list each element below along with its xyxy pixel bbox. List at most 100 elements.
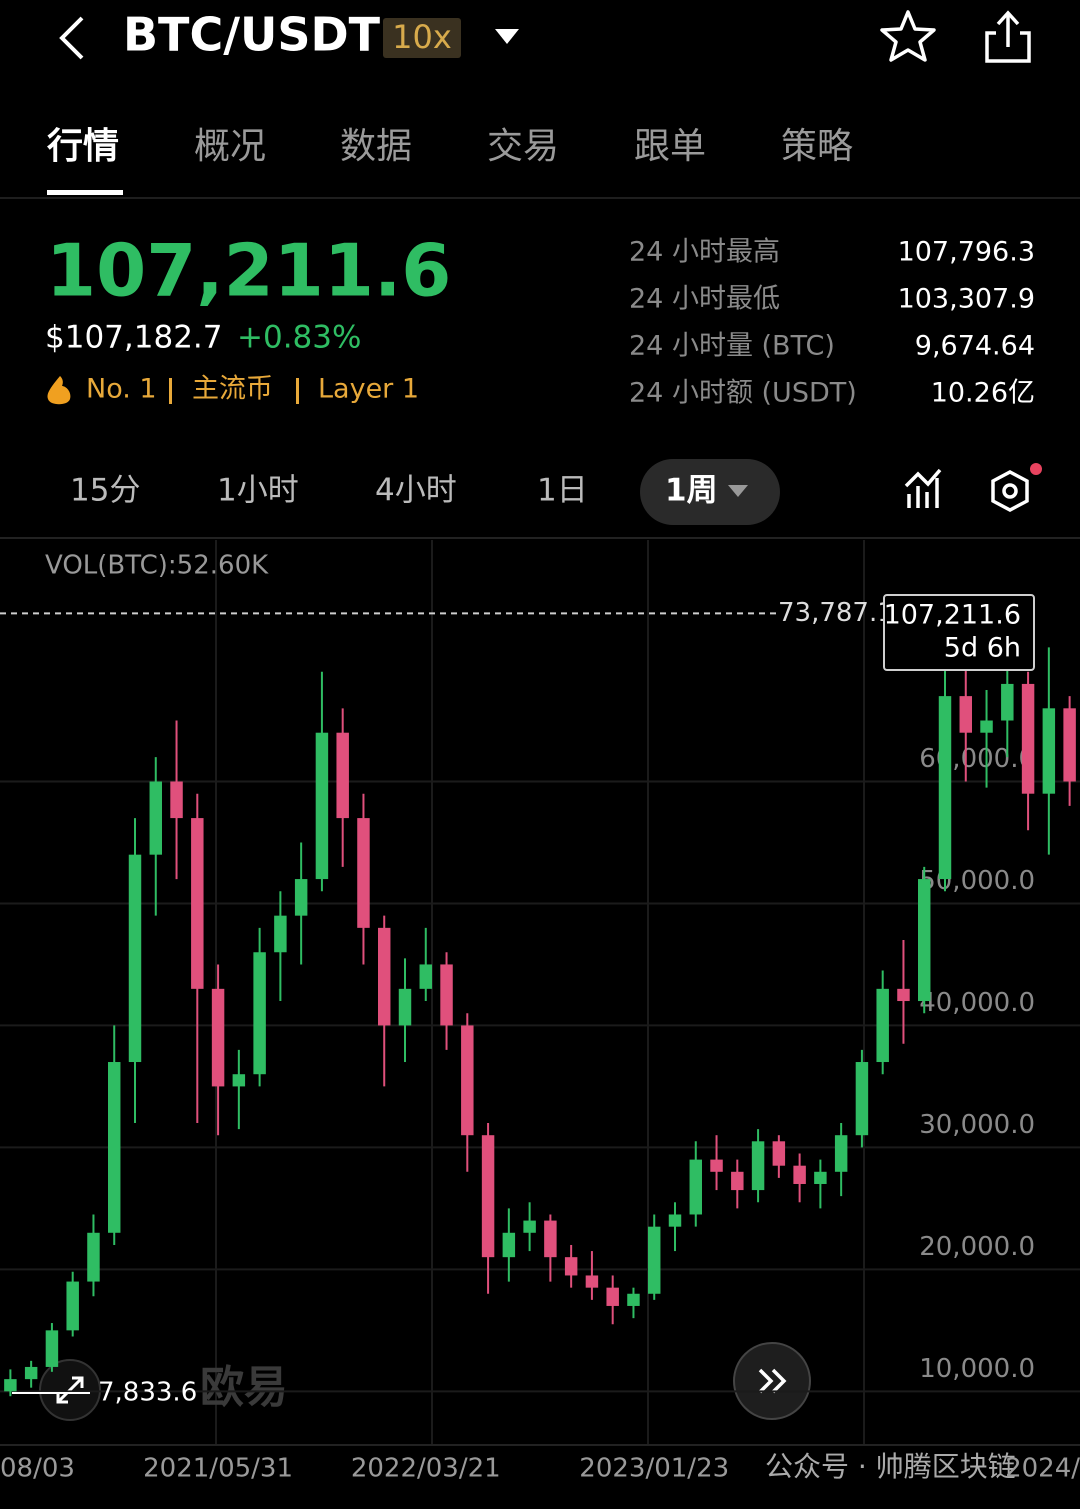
candle-body [128, 854, 142, 1063]
interval-dropdown[interactable] [728, 485, 748, 497]
x-tick-label: 2023/01/23 [579, 1454, 729, 1484]
candle-body [627, 1293, 640, 1306]
tab[interactable]: 概况 [194, 126, 266, 167]
candle-body [1021, 683, 1035, 794]
candle-body [461, 1025, 474, 1136]
price-tag-countdown: 5d 6h [944, 633, 1021, 664]
settings-button[interactable] [991, 463, 1042, 512]
candle-body [648, 1226, 661, 1294]
candle-body [1042, 708, 1056, 794]
last-price: 107,211.6 [46, 229, 451, 313]
interval[interactable]: 1日 [537, 473, 588, 509]
price-change: +0.83% [237, 320, 361, 356]
x-tick-label: 2021/05/31 [143, 1454, 293, 1484]
candle-body [87, 1232, 100, 1282]
y-tick-label: 10,000.0 [919, 1354, 1035, 1384]
price-tag-box [883, 594, 1035, 671]
candle-body [149, 781, 162, 855]
candle-body [876, 988, 889, 1063]
indicator-button[interactable] [904, 468, 942, 508]
candle-body [294, 879, 308, 916]
candle-body [564, 1257, 578, 1276]
candle-body [440, 964, 453, 1026]
candle-body [834, 1135, 848, 1172]
volume-label: VOL(BTC):52.60K [45, 551, 269, 581]
candle-body [502, 1232, 516, 1258]
stat-label: 24 小时最低 [629, 284, 780, 315]
favorite-button[interactable] [880, 10, 936, 62]
candle-body [253, 952, 266, 1075]
tab[interactable]: 行情 [47, 126, 119, 167]
x-tick-label: 2024/ [1005, 1454, 1080, 1484]
candle-body [357, 818, 370, 928]
stat-value: 103,307.9 [898, 284, 1035, 315]
price-tag-label: 107,211.6 [884, 600, 1021, 631]
fullscreen-icon [56, 1376, 84, 1404]
candle-body [855, 1062, 869, 1136]
interval[interactable]: 1小时 [217, 473, 299, 509]
candle-body [897, 988, 910, 1002]
tag[interactable]: No. 1 [86, 374, 157, 405]
min-label: 7,833.6 [98, 1378, 197, 1408]
candle-body [1063, 708, 1076, 782]
candle-body [378, 927, 391, 1026]
stat-value: 10.26亿 [931, 378, 1035, 409]
x-tick-label: 08/03 [0, 1454, 75, 1484]
scroll-latest-icon [758, 1368, 787, 1394]
candle-body [980, 720, 993, 733]
candle-body [66, 1281, 79, 1331]
hot-icon [47, 376, 71, 405]
y-tick-label: 60,000.0 [919, 744, 1035, 774]
candle-body [959, 696, 972, 733]
candle-body [772, 1141, 786, 1166]
tag[interactable]: Layer 1 [318, 374, 419, 405]
brand-watermark: 欧易 [200, 1362, 288, 1413]
tab[interactable]: 数据 [340, 126, 412, 167]
stat-label: 24 小时量 (BTC) [629, 331, 835, 362]
tab[interactable]: 跟单 [634, 126, 706, 167]
pair-dropdown[interactable] [495, 29, 519, 44]
interval[interactable]: 15分 [70, 473, 140, 509]
tag-separator [296, 378, 299, 404]
wechat-watermark: 公众号 · 帅腾区块链 [765, 1450, 1016, 1483]
tab[interactable]: 策略 [781, 126, 853, 167]
candle-body [751, 1141, 765, 1191]
candle-body [606, 1287, 619, 1306]
back-button[interactable] [59, 16, 84, 60]
candle-body [814, 1171, 827, 1184]
candle-body [232, 1074, 246, 1087]
pair-title[interactable]: BTC/USDT [123, 8, 381, 62]
y-tick-label: 20,000.0 [919, 1232, 1035, 1262]
y-tick-label: 30,000.0 [919, 1110, 1035, 1140]
candle-body [710, 1159, 723, 1172]
candle-body [45, 1330, 59, 1367]
interval[interactable]: 4小时 [375, 473, 457, 509]
share-button[interactable] [985, 10, 1031, 63]
interval-selected[interactable]: 1周 [665, 473, 718, 509]
candle-body [731, 1171, 744, 1191]
candle-body [419, 964, 432, 989]
candle-body [398, 988, 412, 1026]
candle-body [1001, 683, 1014, 721]
stat-value: 9,674.64 [915, 331, 1035, 362]
stat-value: 107,796.3 [898, 237, 1035, 268]
candle-body [4, 1379, 17, 1392]
candle-body [336, 732, 349, 819]
candle-body [170, 781, 183, 819]
tag[interactable]: 主流币 [192, 374, 273, 405]
tag-separator [169, 378, 172, 404]
candle-body [585, 1275, 599, 1288]
candle-body [481, 1135, 495, 1258]
candle-body [315, 732, 329, 880]
stat-label: 24 小时额 (USDT) [629, 378, 857, 409]
candle-body [544, 1220, 557, 1258]
candle-body [211, 988, 225, 1087]
tab-indicator [47, 190, 123, 195]
tab[interactable]: 交易 [487, 126, 559, 167]
candle-body [523, 1220, 536, 1233]
candle-body [24, 1366, 38, 1380]
candle-body [793, 1165, 806, 1184]
